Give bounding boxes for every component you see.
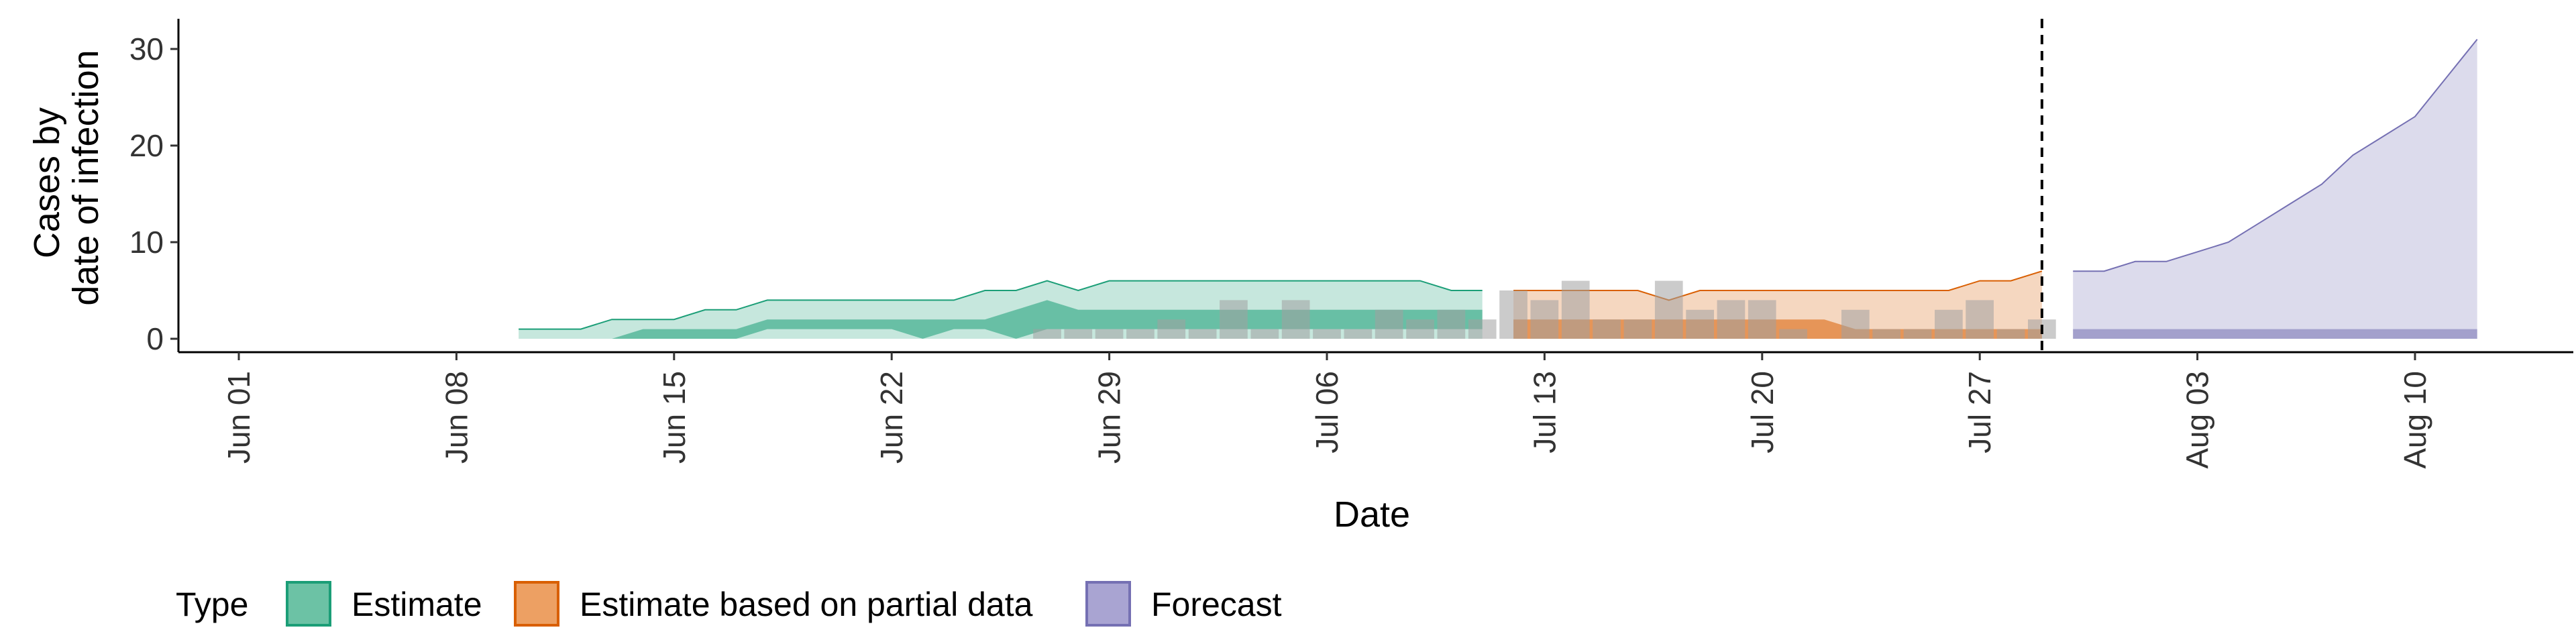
x-tick-label: Aug 10 (2398, 371, 2432, 469)
estimate-bands (519, 38, 2478, 339)
x-tick-label: Jun 22 (874, 371, 909, 464)
legend-label: Estimate based on partial data (580, 586, 1033, 623)
x-axis-title: Date (1334, 494, 1410, 535)
reported-cases-bar (1375, 309, 1403, 339)
y-tick-label: 20 (129, 128, 164, 163)
legend-swatch-forecast (1085, 581, 1131, 627)
y-axis: 0 10 20 30 (129, 32, 178, 356)
reported-cases-bar (1623, 319, 1652, 339)
reported-cases-bar (1344, 329, 1373, 339)
x-tick-label: Aug 03 (2180, 371, 2215, 469)
y-axis-title-line-2: date of infection (66, 50, 106, 305)
y-tick-label: 30 (129, 32, 164, 66)
reported-cases-bar (1250, 329, 1279, 339)
legend-title: Type (176, 586, 248, 623)
y-tick-label: 0 (146, 321, 164, 356)
reported-cases-bar (1654, 280, 1683, 339)
reported-cases-bars (1033, 280, 2056, 339)
x-tick-label: Jul 13 (1527, 371, 1562, 453)
reported-cases-bar (1779, 329, 1807, 339)
reported-cases-bar (1281, 300, 1310, 339)
reported-cases-bar (1095, 329, 1124, 339)
forecast-band-50 (2073, 329, 2477, 339)
y-axis-title: Cases by date of infection (27, 50, 106, 305)
reported-cases-bar (1313, 329, 1341, 339)
x-tick-label: Jun 15 (657, 371, 692, 464)
reported-cases-bar (1996, 329, 2025, 339)
reported-cases-bar (1437, 309, 1466, 339)
reported-cases-bar (1686, 309, 1714, 339)
reported-cases-bar (1033, 329, 1061, 339)
reported-cases-bar (1593, 319, 1621, 339)
x-tick-label: Jun 29 (1092, 371, 1127, 464)
x-tick-label: Jun 01 (221, 371, 256, 464)
y-axis-title-line-1: Cases by (27, 107, 67, 258)
x-axis: Jun 01 Jun 08 Jun 15 Jun 22 Jun 29 Jul 06 Jul … (221, 352, 2432, 469)
x-tick-label: Jul 20 (1745, 371, 1780, 453)
reported-cases-bar (1126, 329, 1155, 339)
reported-cases-bar (1717, 300, 1746, 339)
x-tick-label: Jun 08 (439, 371, 474, 464)
legend-label: Forecast (1151, 586, 1282, 623)
y-tick-label: 10 (129, 225, 164, 260)
legend: Type Estimate Estimate based on partial da… (176, 581, 1282, 627)
estimate-band-90-outline (519, 280, 1483, 330)
x-tick-label: Jul 06 (1309, 371, 1344, 453)
reported-cases-bar (1406, 319, 1434, 339)
reported-cases-bar (1872, 329, 1900, 339)
forecast-band-90 (2073, 39, 2477, 339)
forecast-band-90-outline (2073, 38, 2478, 272)
reported-cases-bar (1188, 329, 1217, 339)
estimate-based-on-partial-data-band-90-outline (1513, 270, 2043, 301)
reported-cases-bar (1841, 309, 1870, 339)
reported-cases-bar (1935, 309, 1963, 339)
reported-cases-bar (1468, 319, 1497, 339)
reported-cases-bar (1499, 290, 1527, 339)
reported-cases-bar (1903, 329, 1932, 339)
reported-cases-bar (1157, 319, 1186, 339)
axes (177, 19, 2573, 354)
reported-cases-bar (1748, 300, 1776, 339)
x-tick-label: Jul 27 (1962, 371, 1997, 453)
reported-cases-bar (1220, 300, 1248, 339)
reported-cases-bar (1561, 280, 1590, 339)
reported-cases-bar (1966, 300, 1994, 339)
reported-cases-bar (1064, 329, 1093, 339)
legend-swatch-estimate-based-on-partial-data (514, 581, 559, 627)
reported-cases-bar (1530, 300, 1559, 339)
legend-label: Estimate (352, 586, 482, 623)
legend-swatch-estimate (286, 581, 331, 627)
